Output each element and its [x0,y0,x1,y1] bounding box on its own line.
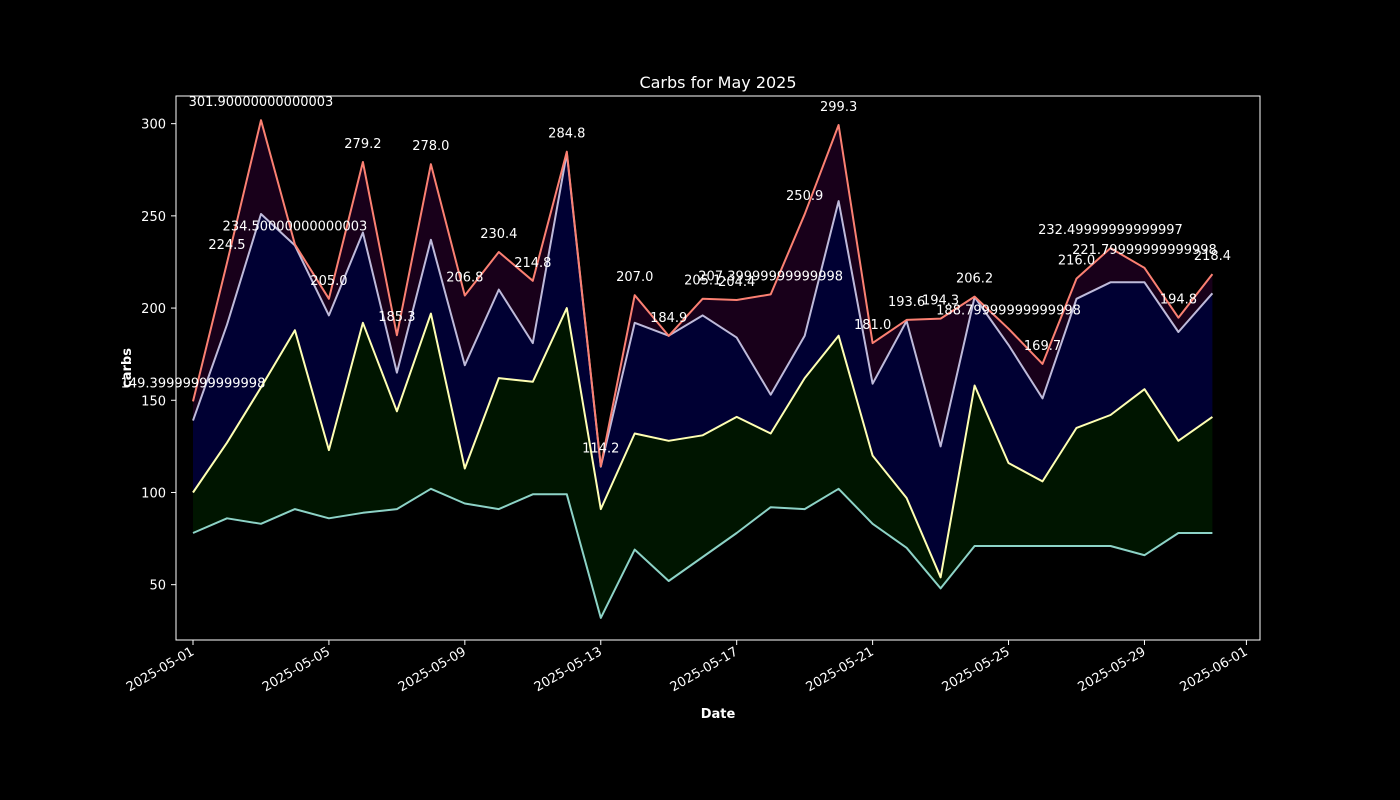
data-label: 207.39999999999998 [698,269,843,284]
series-line-2 [192,307,1213,579]
data-label: 205.1 [684,274,721,289]
y-tick-label: 50 [149,579,166,594]
data-label: 184.9 [650,311,687,326]
data-label: 224.5 [208,238,245,253]
y-tick-label: 150 [141,394,166,409]
data-label: 181.0 [854,318,891,333]
data-label: 234.50000000000003 [223,219,368,234]
data-label: 278.0 [412,139,449,154]
series-line-1 [192,487,1213,619]
data-label: 279.2 [344,137,381,152]
y-tick-label: 300 [141,118,166,133]
data-label: 193.6 [888,295,925,310]
data-label: 214.8 [514,256,551,271]
y-tick-label: 250 [141,210,166,225]
y-tick-label: 200 [141,302,166,317]
area-fill-band-2 [193,153,1213,578]
data-label: 206.2 [956,272,993,287]
data-label: 204.4 [718,275,755,290]
data-label: 232.49999999999997 [1038,223,1183,238]
series-line-3 [192,152,1214,468]
data-label: 299.3 [820,100,857,115]
plot-frame [175,95,1261,641]
area-fill-band-1 [193,308,1213,618]
data-label: 169.7 [1024,339,1061,354]
data-label: 221.79999999999998 [1072,243,1217,258]
data-label: 188.79999999999998 [936,304,1081,319]
data-label: 216.0 [1058,254,1095,269]
x-axis-label: Date [701,707,736,722]
data-label: 149.39999999999998 [121,376,266,391]
data-label: 194.8 [1160,293,1197,308]
data-label: 114.2 [582,441,619,456]
series-line-4 [192,119,1214,468]
y-tick-label: 100 [141,486,166,501]
data-label: 206.8 [446,271,483,286]
y-axis-ticks: 50 100 150 200 250 300 [141,118,176,594]
data-label: 218.4 [1194,249,1231,264]
data-labels: 149.39999999999998 224.5 301.9000000000000… [121,95,1231,456]
series-lines [192,119,1214,619]
data-label: 250.9 [786,189,823,204]
data-label: 194.3 [922,294,959,309]
y-axis-label: carbs [120,348,135,388]
chart-title: Carbs for May 2025 [639,73,796,92]
data-label: 230.4 [480,227,517,242]
data-label: 205.0 [310,274,347,289]
data-label: 207.0 [616,270,653,285]
area-fills [193,120,1213,618]
data-label: 185.3 [378,310,415,325]
data-label: 301.90000000000003 [189,95,334,110]
data-label: 284.8 [548,127,585,142]
